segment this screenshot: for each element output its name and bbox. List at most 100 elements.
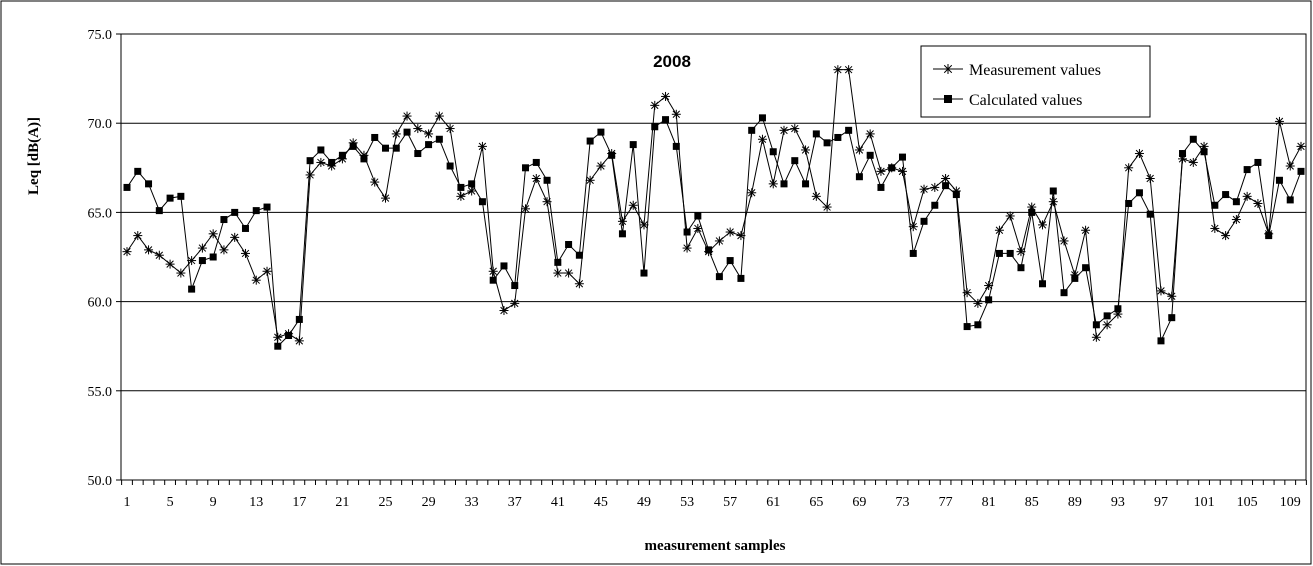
data-point: [1124, 163, 1134, 173]
data-point: [230, 232, 240, 242]
data-point: [1049, 187, 1057, 195]
data-point: [510, 298, 520, 308]
data-point: [682, 243, 692, 253]
data-point: [445, 124, 455, 134]
legend-marker-square: [944, 95, 952, 103]
data-point: [165, 259, 175, 269]
data-point: [231, 208, 239, 216]
data-point: [1103, 312, 1111, 320]
data-point: [424, 129, 434, 139]
x-tick-label: 49: [637, 495, 651, 510]
data-point: [801, 145, 811, 155]
y-tick-label: 50.0: [88, 474, 113, 489]
data-point: [1188, 157, 1198, 167]
data-point: [639, 220, 649, 230]
data-point: [834, 133, 842, 141]
data-point: [757, 134, 767, 144]
data-point: [252, 207, 260, 215]
x-tick-label: 109: [1280, 495, 1301, 510]
data-point: [596, 161, 606, 171]
x-tick-label: 1: [124, 495, 131, 510]
data-point: [617, 216, 627, 226]
data-point: [328, 158, 336, 166]
data-point: [1210, 223, 1220, 233]
data-point: [1135, 189, 1143, 197]
data-point: [360, 155, 368, 163]
data-point: [671, 109, 681, 119]
data-point: [220, 216, 228, 224]
data-point: [1146, 210, 1154, 218]
x-tick-label: 85: [1025, 495, 1039, 510]
data-point: [1114, 305, 1122, 313]
data-point: [768, 179, 778, 189]
x-tick-label: 65: [809, 495, 823, 510]
data-point: [1222, 191, 1230, 199]
data-point: [522, 164, 530, 172]
data-point: [241, 224, 249, 232]
data-point: [380, 193, 390, 203]
data-point: [1156, 286, 1166, 296]
data-point: [392, 144, 400, 152]
data-point: [489, 276, 497, 284]
data-point: [123, 183, 131, 191]
data-point: [1189, 135, 1197, 143]
data-point: [1071, 274, 1079, 282]
data-point: [919, 184, 929, 194]
data-point: [176, 268, 186, 278]
x-tick-label: 45: [594, 495, 608, 510]
data-point: [413, 124, 423, 134]
x-tick-label: 21: [335, 495, 349, 510]
x-tick-label: 29: [422, 495, 436, 510]
data-point: [1091, 332, 1101, 342]
data-point: [294, 336, 304, 346]
data-point: [651, 123, 659, 131]
x-tick-label: 13: [249, 495, 263, 510]
data-point: [854, 145, 864, 155]
x-tick-label: 81: [982, 495, 996, 510]
series-calculated: [123, 114, 1305, 350]
x-tick-label: 101: [1194, 495, 1215, 510]
data-point: [145, 180, 153, 188]
data-point: [586, 137, 594, 145]
data-point: [305, 170, 315, 180]
data-point: [1275, 176, 1283, 184]
x-tick-label: 73: [895, 495, 909, 510]
data-point: [833, 65, 843, 75]
data-point: [381, 144, 389, 152]
data-point: [198, 257, 206, 265]
data-point: [845, 126, 853, 134]
x-axis-ticks: 1 5 9 13 17 21 25 29 33 37 41 45 49 53 57 61 65 69 73 77 81 8…: [121, 480, 1307, 510]
data-point: [791, 157, 799, 165]
data-point: [554, 258, 562, 266]
data-point: [1296, 141, 1306, 151]
legend-item-measurement: Measurement values: [933, 62, 1101, 79]
data-point: [714, 236, 724, 246]
data-point: [391, 129, 401, 139]
data-point: [306, 157, 314, 165]
data-point: [737, 274, 745, 282]
data-point: [1242, 191, 1252, 201]
data-point: [414, 150, 422, 158]
data-point: [1167, 291, 1177, 301]
data-point: [456, 191, 466, 201]
data-point: [434, 111, 444, 121]
data-point: [251, 275, 261, 285]
data-point: [1060, 289, 1068, 297]
data-point: [1286, 196, 1294, 204]
data-point: [177, 192, 185, 200]
data-point: [370, 177, 380, 187]
data-point: [564, 268, 574, 278]
x-tick-label: 33: [465, 495, 479, 510]
x-tick-label: 5: [167, 495, 174, 510]
data-point: [317, 146, 325, 154]
data-point: [209, 253, 217, 261]
data-point: [628, 200, 638, 210]
data-point: [500, 262, 508, 270]
data-point: [1179, 150, 1187, 158]
data-point: [446, 162, 454, 170]
data-point: [662, 116, 670, 124]
data-point: [1039, 280, 1047, 288]
data-point: [197, 243, 207, 253]
data-point: [995, 249, 1003, 257]
